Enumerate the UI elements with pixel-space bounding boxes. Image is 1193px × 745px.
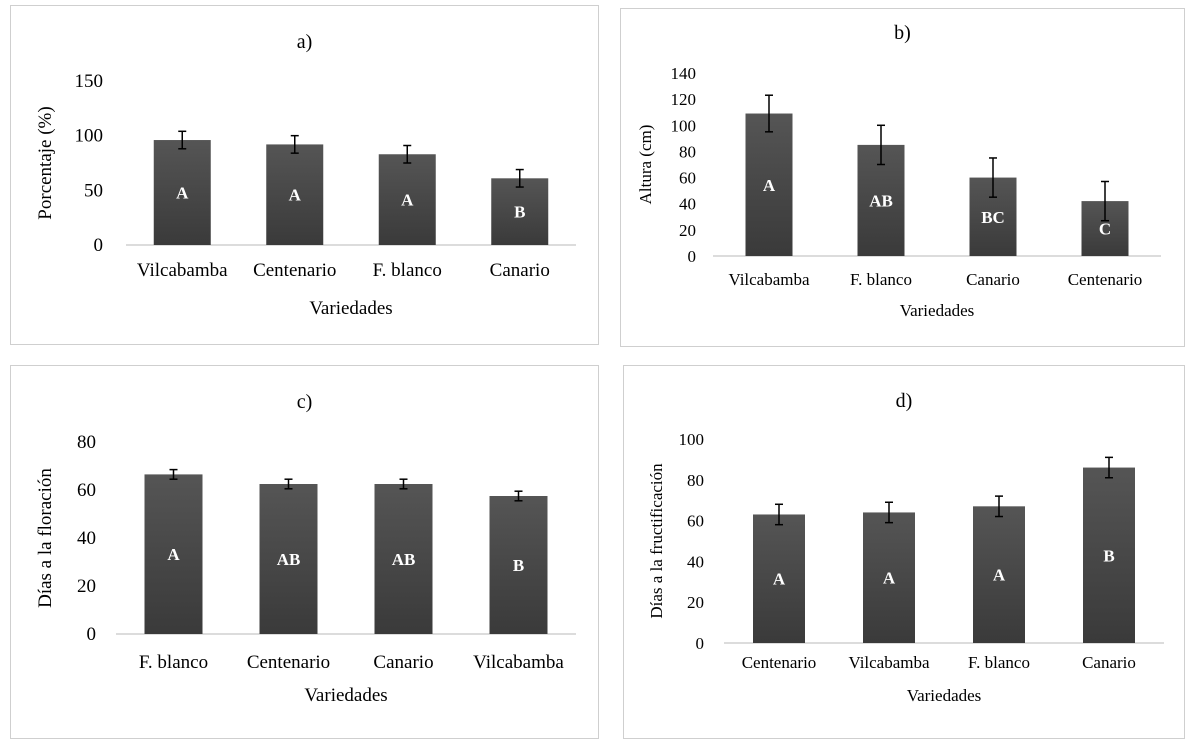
significance-letter: C [1099,220,1111,239]
y-tick-label: 60 [679,169,696,188]
significance-letter: A [763,176,776,195]
significance-letter: A [167,545,180,564]
x-tick-label: Vilcabamba [137,260,228,281]
chart-b: b) 0 20 40 60 80 100 120 140 A Vilcabamba AB F. blan… [636,22,1161,320]
bar [863,512,915,643]
significance-letter: AB [277,550,301,569]
x-axis-label: Variedades [900,301,975,320]
bar [266,144,324,245]
chart-panel-c: c) 0 20 40 60 80 A F. blanco AB Centenario AB Canar… [10,365,599,739]
y-tick-label: 0 [688,247,697,266]
x-tick-label: Vilcabamba [728,270,810,289]
chart-a: a) 0 50 100 150 A Vilcabamba A Centenario A F. bla… [35,31,576,319]
bar [1083,467,1135,643]
y-tick-label: 0 [94,235,104,256]
significance-letter: A [401,191,414,210]
bar [491,178,549,245]
bar [374,484,433,634]
y-tick-label: 20 [687,593,704,612]
x-axis-label: Variedades [304,685,387,706]
significance-letter: B [1103,546,1114,565]
x-tick-label: Canario [1082,653,1136,672]
x-tick-label: F. blanco [968,653,1030,672]
y-tick-label: 40 [679,195,696,214]
x-tick-label: Canario [490,260,550,281]
y-axis-label: Días a la floración [35,468,56,608]
bar [259,484,318,634]
significance-letter: A [176,184,189,203]
bar [153,140,211,245]
y-tick-label: 0 [87,624,97,645]
y-tick-label: 60 [77,480,96,501]
x-tick-label: Canario [373,652,433,673]
x-axis-label: Variedades [907,686,982,705]
y-axis-label: Porcentaje (%) [35,106,56,219]
x-tick-label: F. blanco [373,260,442,281]
x-tick-label: F. blanco [139,652,208,673]
bar [745,113,793,257]
x-tick-label: Centenario [247,652,330,673]
significance-letter: B [513,556,524,575]
chart-panel-a: a) 0 50 100 150 A Vilcabamba A Centenario A F. bla… [10,5,599,345]
x-tick-label: Vilcabamba [848,653,930,672]
significance-letter: B [514,203,525,222]
y-tick-label: 40 [77,528,96,549]
significance-letter: BC [981,208,1005,227]
x-axis-label: Variedades [309,298,392,319]
y-tick-label: 60 [687,512,704,531]
y-tick-label: 140 [671,64,697,83]
y-tick-label: 100 [671,116,697,135]
y-tick-label: 80 [687,471,704,490]
x-tick-label: Centenario [253,260,336,281]
chart-d: d) 0 20 40 60 80 100 A Centenario A Vilcabamba A F. … [647,390,1164,705]
bar [378,154,436,245]
significance-letter: AB [869,191,893,210]
significance-letter: A [289,186,302,205]
chart-panel-d: d) 0 20 40 60 80 100 A Centenario A Vilcabamba A F. … [623,365,1185,739]
significance-letter: A [883,569,896,588]
y-tick-label: 40 [687,552,704,571]
y-tick-label: 50 [84,180,103,201]
bar [973,506,1025,643]
chart-c: c) 0 20 40 60 80 A F. blanco AB Centenario AB Canar… [35,391,576,706]
x-tick-label: F. blanco [850,270,912,289]
y-tick-label: 150 [75,71,104,92]
y-axis-label: Altura (cm) [636,125,655,205]
chart-title: b) [894,22,911,44]
y-tick-label: 20 [679,221,696,240]
y-tick-label: 80 [77,432,96,453]
significance-letter: A [993,566,1006,585]
y-axis-label: Días a la fructificación [647,463,666,619]
bar [489,496,548,634]
x-tick-label: Vilcabamba [473,652,564,673]
x-tick-label: Centenario [1068,270,1143,289]
significance-letter: A [773,570,786,589]
y-tick-label: 100 [679,430,705,449]
y-tick-label: 20 [77,576,96,597]
chart-title: a) [297,31,313,53]
x-tick-label: Centenario [742,653,817,672]
chart-title: c) [297,391,313,413]
y-tick-label: 120 [671,90,697,109]
x-tick-label: Canario [966,270,1020,289]
bar [753,514,805,643]
y-tick-label: 80 [679,142,696,161]
y-tick-label: 100 [75,126,104,147]
chart-title: d) [896,390,913,412]
chart-panel-b: b) 0 20 40 60 80 100 120 140 A Vilcabamba AB F. blan… [620,8,1185,347]
significance-letter: AB [392,550,416,569]
y-tick-label: 0 [696,634,705,653]
bar [144,474,203,634]
